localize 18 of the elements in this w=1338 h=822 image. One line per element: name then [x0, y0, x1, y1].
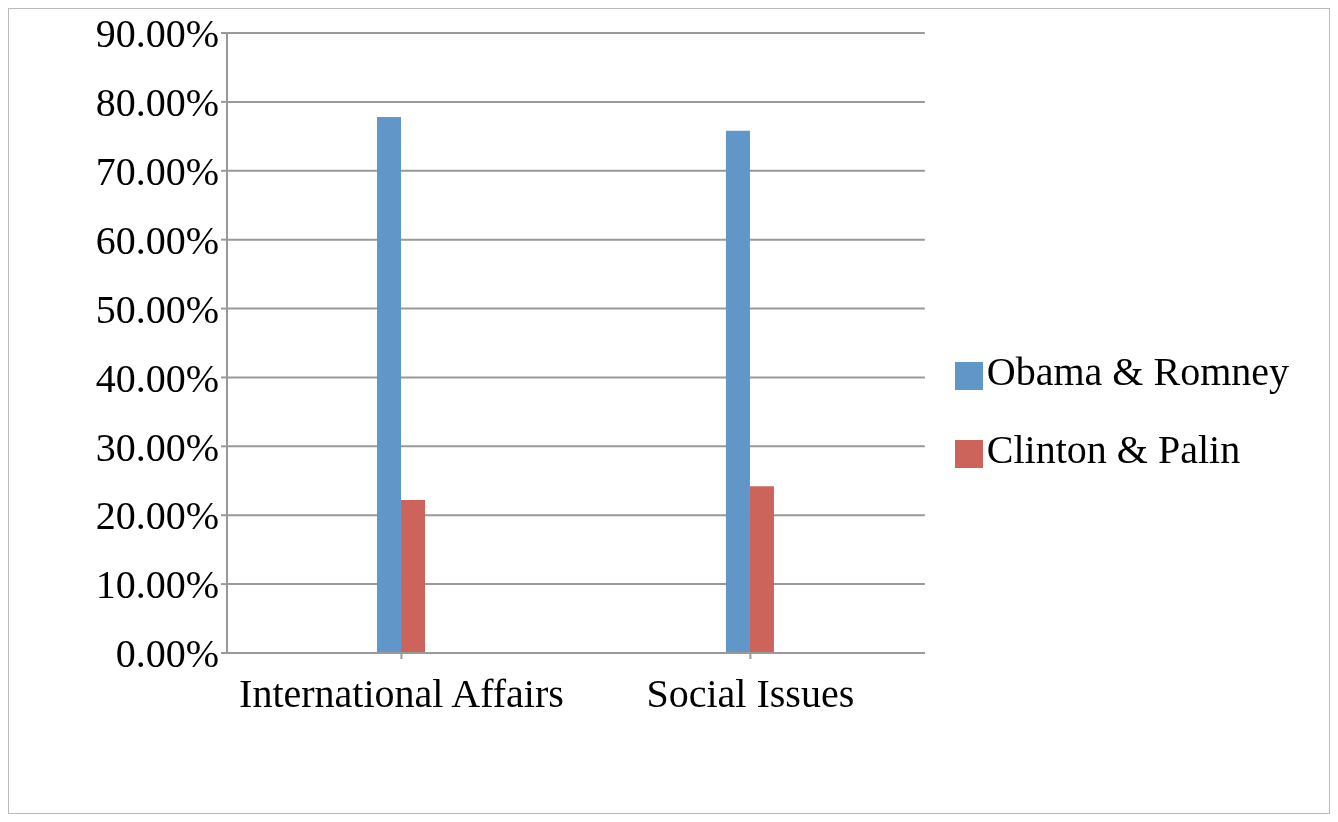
y-tick-label: 80.00% — [95, 80, 219, 126]
legend-label: Clinton & Palin — [986, 427, 1241, 472]
x-tick-label: Social Issues — [646, 671, 855, 717]
y-tick-label: 60.00% — [95, 217, 219, 263]
y-tick-label: 0.00% — [115, 631, 219, 677]
y-tick-label: 10.00% — [95, 562, 219, 608]
y-tick-label: 50.00% — [95, 286, 219, 332]
y-tick-label: 90.00% — [95, 11, 219, 57]
bar — [377, 117, 402, 653]
y-tick-label: 20.00% — [95, 493, 219, 539]
y-tick-label: 30.00% — [95, 424, 219, 470]
bar — [725, 130, 750, 653]
y-tick-label: 40.00% — [95, 355, 219, 401]
bar — [749, 486, 774, 653]
bar — [401, 500, 426, 653]
legend-label: Obama & Romney — [986, 349, 1289, 394]
x-tick-label: International Affairs — [239, 671, 564, 717]
y-tick-label: 70.00% — [95, 148, 219, 194]
